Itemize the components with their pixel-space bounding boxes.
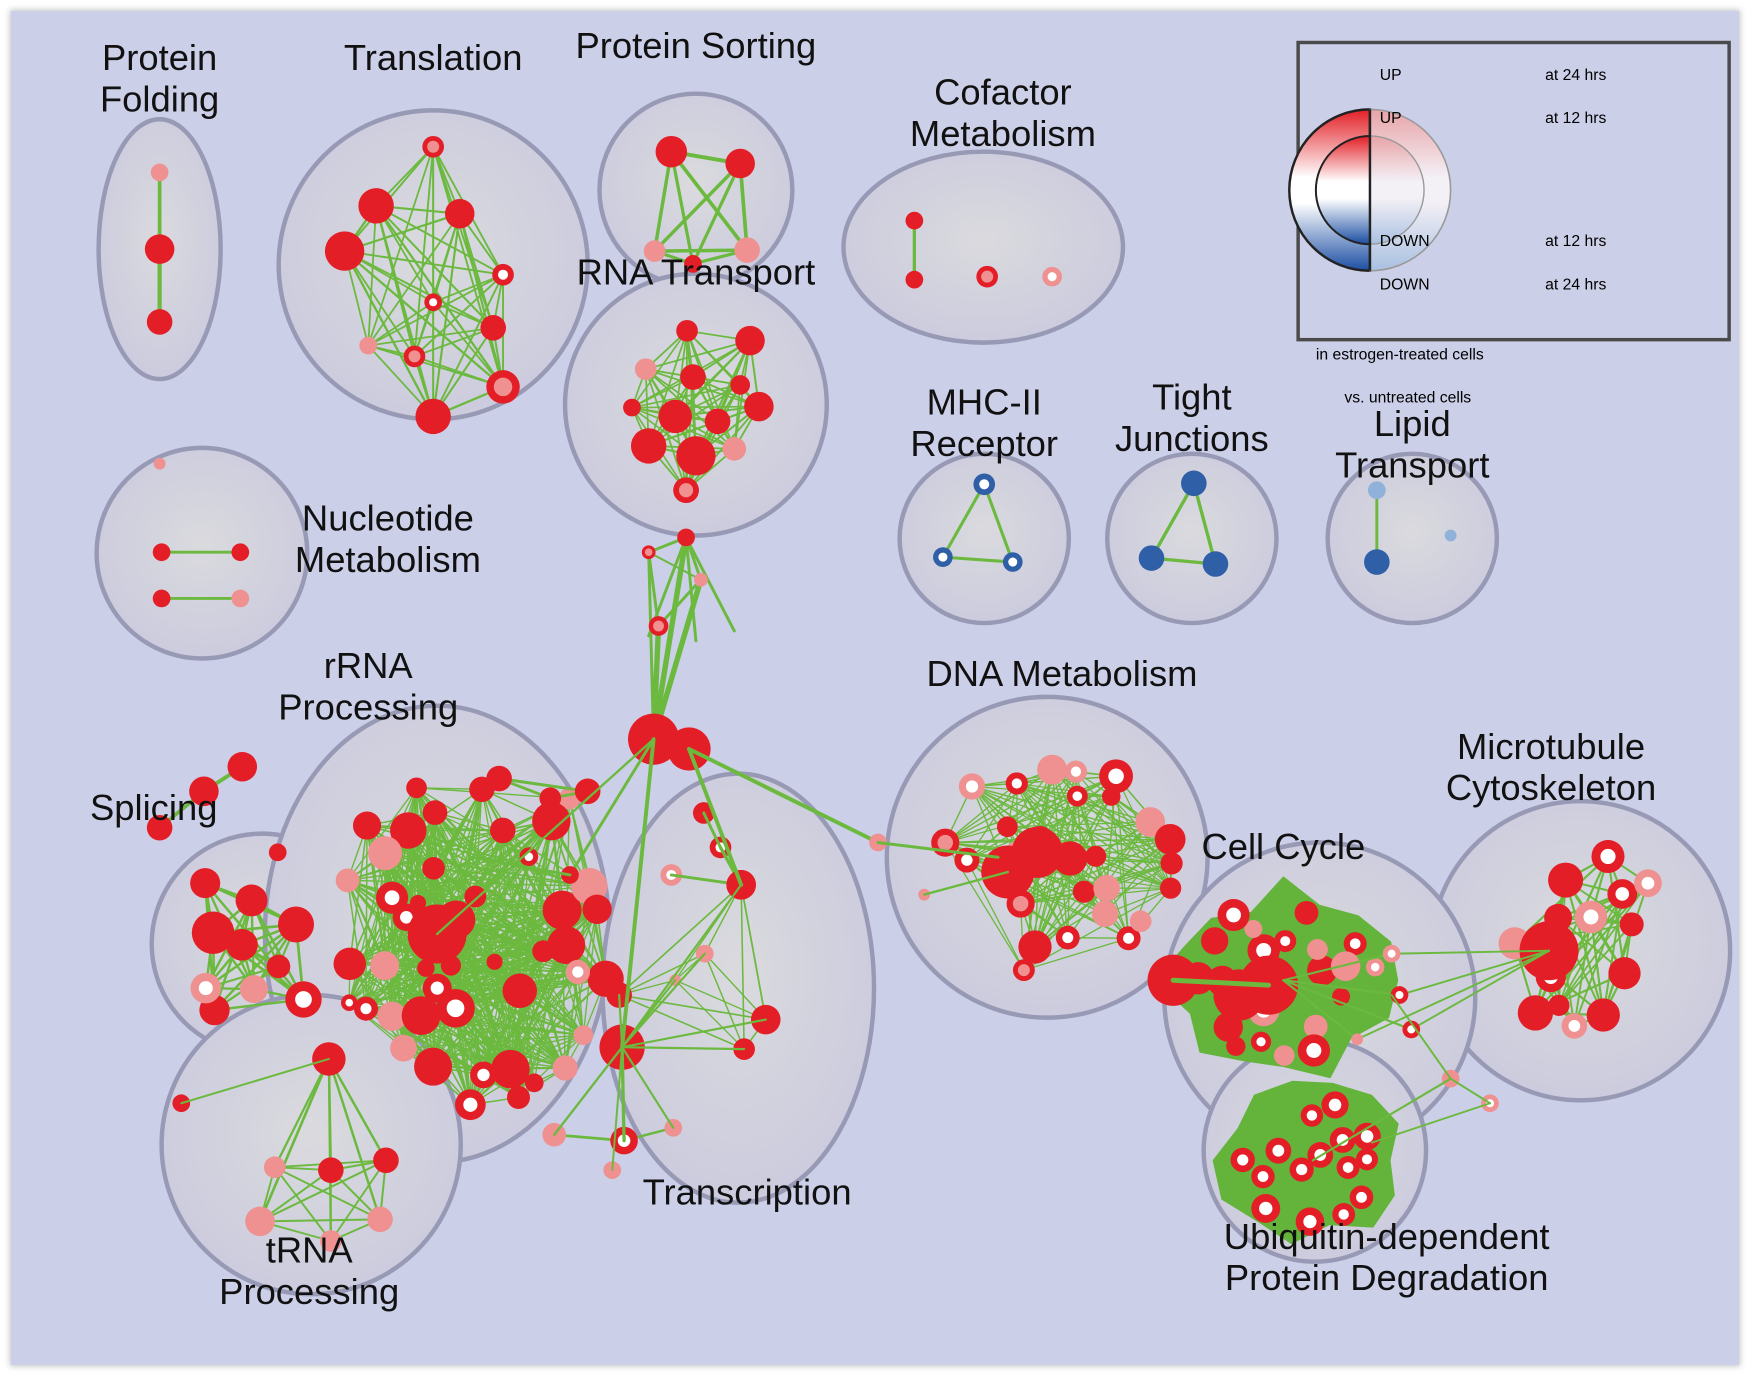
svg-text:Tight: Tight bbox=[1152, 377, 1232, 418]
svg-text:Folding: Folding bbox=[100, 78, 219, 119]
svg-text:MHC-II: MHC-II bbox=[927, 381, 1042, 422]
svg-text:Processing: Processing bbox=[219, 1271, 399, 1312]
svg-text:rRNA: rRNA bbox=[324, 645, 414, 686]
svg-text:Metabolism: Metabolism bbox=[910, 113, 1096, 154]
svg-text:Translation: Translation bbox=[344, 37, 523, 78]
svg-text:Microtubule: Microtubule bbox=[1457, 726, 1645, 767]
svg-text:DNA Metabolism: DNA Metabolism bbox=[926, 653, 1197, 694]
svg-text:Transport: Transport bbox=[1335, 444, 1489, 485]
svg-text:UP: UP bbox=[1380, 67, 1402, 84]
svg-text:Splicing: Splicing bbox=[90, 787, 217, 828]
svg-text:Nucleotide: Nucleotide bbox=[302, 498, 474, 539]
svg-text:Metabolism: Metabolism bbox=[295, 539, 481, 580]
svg-text:Protein: Protein bbox=[102, 37, 217, 78]
svg-text:DOWN: DOWN bbox=[1380, 276, 1430, 293]
svg-text:Cytoskeleton: Cytoskeleton bbox=[1446, 767, 1656, 808]
svg-text:Processing: Processing bbox=[278, 686, 458, 727]
svg-text:Cell Cycle: Cell Cycle bbox=[1201, 826, 1365, 867]
svg-text:in estrogen-treated cells: in estrogen-treated cells bbox=[1316, 346, 1484, 363]
svg-text:Transcription: Transcription bbox=[643, 1172, 852, 1213]
svg-text:Protein Degradation: Protein Degradation bbox=[1225, 1257, 1549, 1298]
svg-text:Receptor: Receptor bbox=[910, 423, 1058, 464]
svg-text:DOWN: DOWN bbox=[1380, 233, 1430, 250]
svg-text:Cofactor: Cofactor bbox=[934, 71, 1072, 112]
svg-text:RNA Transport: RNA Transport bbox=[577, 252, 816, 293]
svg-text:Protein Sorting: Protein Sorting bbox=[576, 25, 817, 66]
svg-text:Junctions: Junctions bbox=[1115, 418, 1269, 459]
svg-text:at 24 hrs: at 24 hrs bbox=[1545, 276, 1606, 293]
svg-text:at 24 hrs: at 24 hrs bbox=[1545, 67, 1606, 84]
svg-text:UP: UP bbox=[1380, 110, 1402, 127]
svg-text:Ubiquitin-dependent: Ubiquitin-dependent bbox=[1224, 1216, 1550, 1257]
svg-text:tRNA: tRNA bbox=[266, 1230, 354, 1271]
svg-text:at 12 hrs: at 12 hrs bbox=[1545, 110, 1606, 127]
svg-text:Lipid: Lipid bbox=[1374, 403, 1451, 444]
svg-text:at 12 hrs: at 12 hrs bbox=[1545, 233, 1606, 250]
